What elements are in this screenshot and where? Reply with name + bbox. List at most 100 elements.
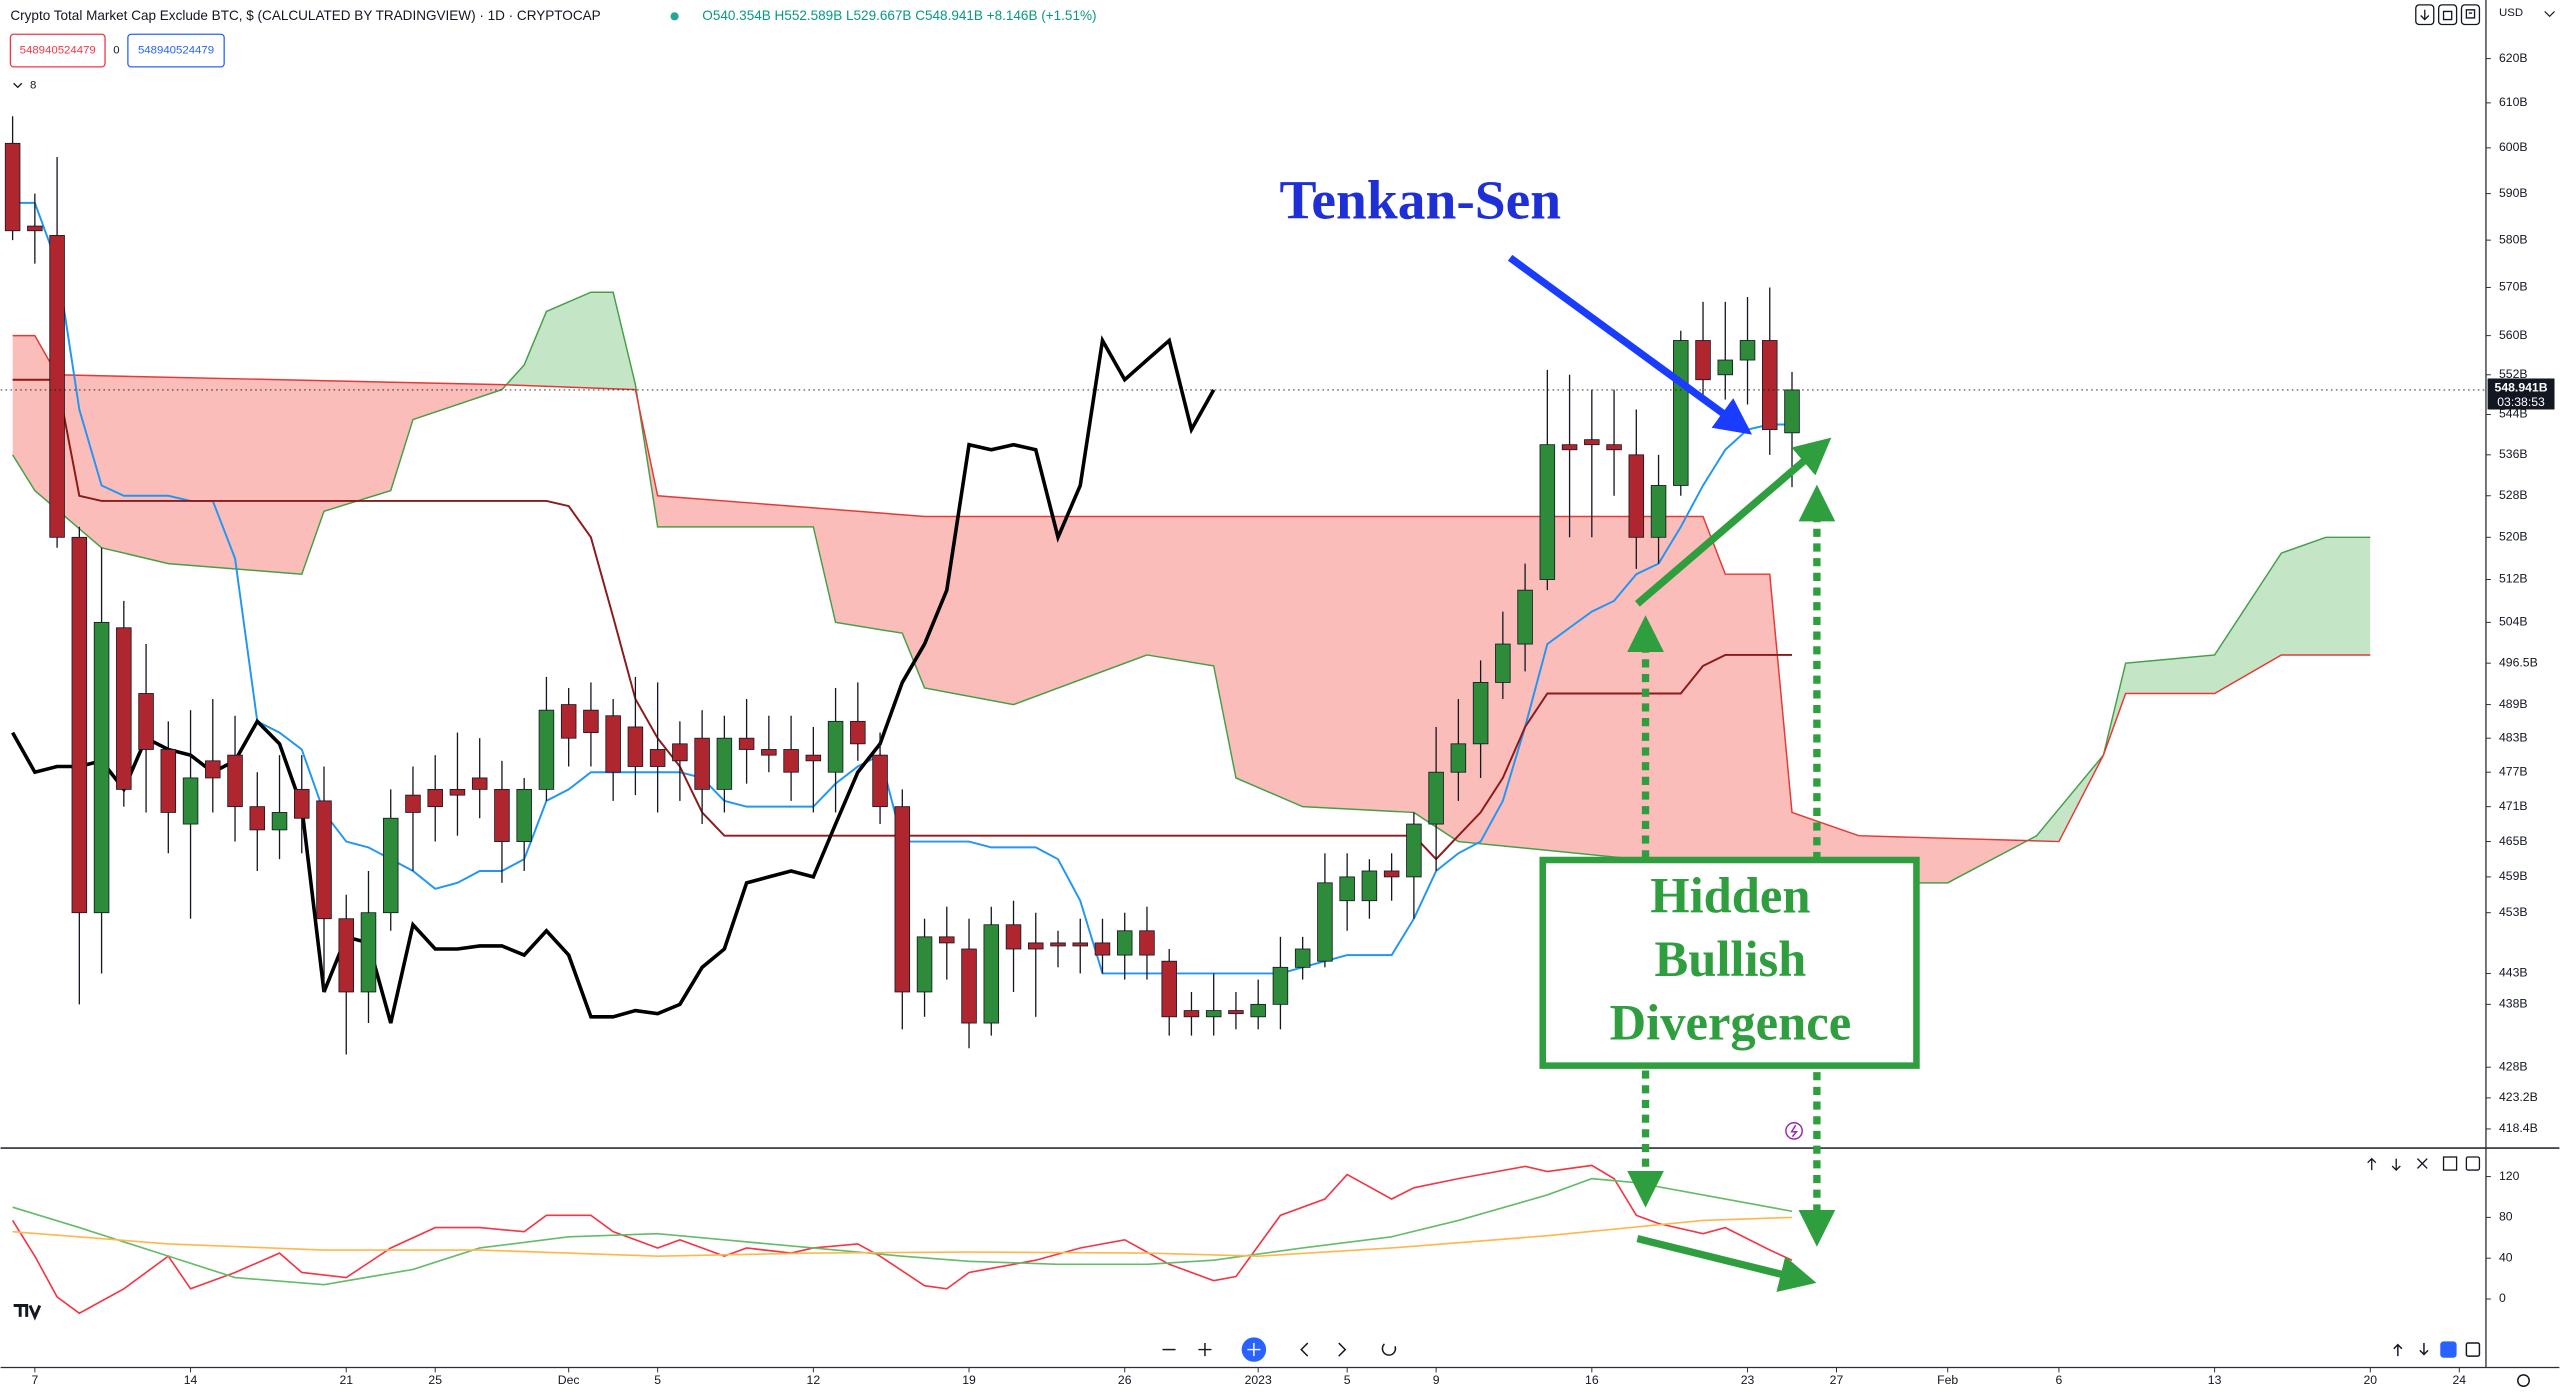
y-tick-label: 610B: [2499, 95, 2528, 109]
x-tick-label: 20: [2364, 1373, 2378, 1387]
candle-body: [1472, 682, 1489, 745]
osc-maximize[interactable]: [2442, 1156, 2458, 1171]
scroll-right[interactable]: [1338, 1342, 1347, 1357]
candle-body: [783, 749, 799, 773]
divergence-line: Divergence: [1610, 995, 1852, 1051]
candle-body: [805, 754, 822, 762]
divergence-box: [1539, 856, 1920, 1069]
x-tick-label: Dec: [558, 1373, 580, 1387]
x-tick-label: 19: [962, 1373, 976, 1387]
candle-body: [672, 743, 688, 762]
candle-body: [694, 737, 710, 790]
candle-body: [1205, 1010, 1222, 1018]
candle-body: [93, 621, 110, 914]
candle-body: [1495, 643, 1511, 683]
divergence-label: Hidden Bullish Divergence: [1610, 867, 1852, 1050]
candle-body: [738, 737, 755, 750]
scroll-left[interactable]: [1300, 1342, 1309, 1357]
ohlc-values: O540.354B H552.589B L529.667B C548.941B …: [702, 8, 1096, 23]
y-tick-label: 0: [2499, 1291, 2506, 1305]
x-tick-label: 9: [1433, 1373, 1440, 1387]
osc-close[interactable]: [2416, 1158, 2428, 1169]
y-tick-label: 418.4B: [2499, 1121, 2538, 1135]
buy-price: 548940524479: [138, 45, 214, 57]
x-tick-label: 24: [2452, 1373, 2466, 1387]
x-tick-label: 5: [654, 1373, 661, 1387]
y-tick-label: 40: [2499, 1250, 2513, 1264]
y-tick-label: 580B: [2499, 232, 2528, 246]
candle-body: [939, 936, 955, 944]
last-price-label: 548.941B: [2495, 381, 2548, 395]
x-tick-label: 13: [2208, 1373, 2222, 1387]
time-restore[interactable]: [2465, 1342, 2481, 1357]
candle-body: [1139, 930, 1155, 956]
candle-body: [1339, 876, 1355, 902]
candle-body: [1650, 485, 1667, 538]
control-maximize[interactable]: [2437, 4, 2458, 26]
control-restore[interactable]: [2460, 4, 2481, 26]
candle-body: [516, 788, 532, 842]
time-maximize[interactable]: [2440, 1341, 2457, 1358]
candle-body: [649, 749, 666, 767]
y-tick-label: 471B: [2499, 799, 2528, 813]
reset-chart[interactable]: [1381, 1343, 1397, 1356]
time-down[interactable]: [2419, 1343, 2429, 1356]
osc-restore[interactable]: [2465, 1156, 2481, 1171]
candle-body: [405, 794, 421, 813]
candle-body: [4, 142, 21, 232]
y-tick-label: 120: [2499, 1169, 2520, 1183]
zoom-in[interactable]: [1198, 1343, 1212, 1357]
candle-body: [1317, 882, 1333, 962]
candle-body: [382, 817, 399, 914]
candle-body: [1228, 1010, 1244, 1015]
candle-body: [983, 924, 1000, 1024]
candle-body: [1784, 389, 1800, 434]
candle-body: [1406, 823, 1422, 878]
candle-body: [1561, 444, 1578, 451]
osc-up[interactable]: [2367, 1157, 2377, 1171]
x-tick-label: Feb: [1937, 1373, 1958, 1387]
candle-body: [583, 709, 599, 733]
candle-body: [1272, 966, 1289, 1005]
x-tick-label: 12: [807, 1373, 821, 1387]
y-tick-label: 512B: [2499, 572, 2528, 586]
candle-body: [249, 806, 266, 831]
pane-controls: [2415, 4, 2481, 26]
last-price-box: [2487, 378, 2555, 410]
candle-body: [1072, 942, 1088, 947]
osc-down[interactable]: [2391, 1158, 2401, 1171]
candle-body: [716, 737, 733, 790]
buy-button[interactable]: [127, 33, 225, 68]
sell-button[interactable]: [9, 33, 106, 68]
candle-body: [1717, 359, 1734, 376]
candle-body: [471, 777, 488, 790]
y-tick-label: 477B: [2499, 764, 2528, 778]
control-down[interactable]: [2415, 4, 2435, 26]
y-tick-label: 536B: [2499, 447, 2528, 461]
x-tick-label: 26: [1118, 1373, 1132, 1387]
spread: 0: [113, 45, 119, 57]
y-tick-label: 443B: [2499, 966, 2528, 980]
y-tick-label: 465B: [2499, 834, 2528, 848]
candle-body: [894, 806, 911, 993]
candle-body: [1116, 930, 1133, 956]
indicator-toggle[interactable]: [13, 82, 23, 89]
candle-body: [605, 715, 621, 773]
currency-menu[interactable]: [2544, 11, 2555, 18]
oscillator-line: [11, 1164, 1793, 1315]
x-tick-label: 5: [1344, 1373, 1351, 1387]
divergence-line: Bullish: [1654, 931, 1806, 987]
candle-body: [1450, 743, 1467, 773]
time-up[interactable]: [2393, 1343, 2403, 1357]
settings[interactable]: [2517, 1374, 2530, 1388]
oscillator-line: [12, 1216, 1793, 1257]
candle-body: [1673, 340, 1689, 486]
candle-body: [494, 788, 510, 842]
x-tick-label: 14: [184, 1373, 198, 1387]
candle-body: [538, 709, 555, 790]
y-tick-label: 459B: [2499, 869, 2528, 883]
y-tick-label: 504B: [2499, 615, 2528, 629]
